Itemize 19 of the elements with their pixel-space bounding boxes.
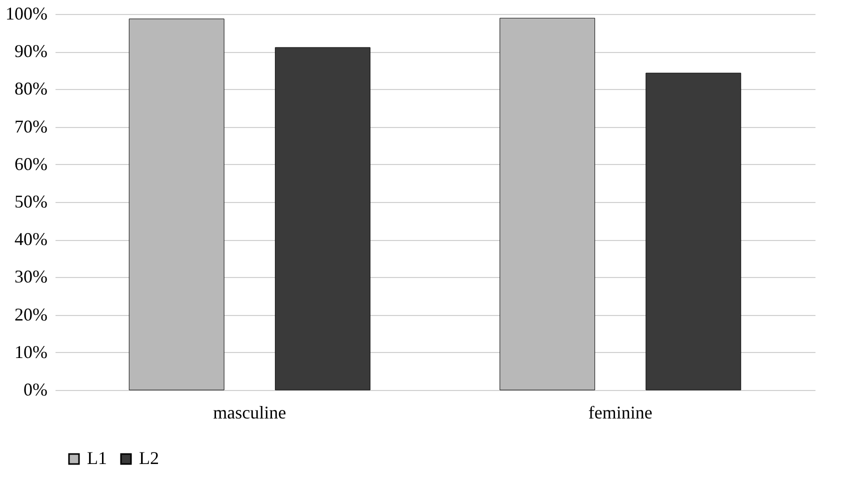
bar: [500, 18, 596, 390]
x-tick-label: feminine: [588, 402, 652, 422]
y-tick-label: 0%: [24, 380, 48, 400]
y-tick-label: 90%: [14, 41, 48, 62]
y-tick-label: 30%: [14, 266, 48, 287]
legend-label: L1: [87, 448, 107, 468]
bar: [646, 72, 742, 390]
y-tick-label: 20%: [14, 304, 48, 324]
bar: [128, 18, 224, 390]
bar: [274, 47, 370, 390]
y-tick-label: 50%: [14, 192, 48, 212]
y-tick-label: 100%: [6, 4, 48, 24]
y-tick-label: 60%: [14, 154, 48, 174]
x-tick-label: masculine: [213, 402, 286, 422]
y-tick-label: 70%: [14, 116, 48, 136]
y-tick-label: 40%: [14, 229, 48, 250]
y-tick-label: 10%: [14, 342, 48, 362]
legend-label: L2: [139, 448, 159, 468]
y-tick-label: 80%: [14, 78, 48, 99]
